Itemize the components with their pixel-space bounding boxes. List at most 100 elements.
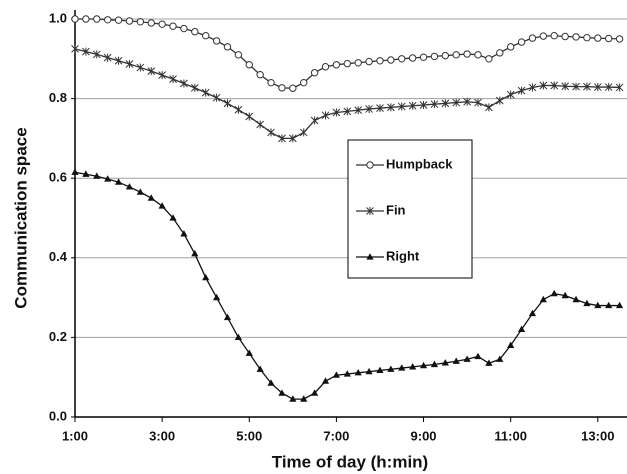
marker <box>615 83 624 92</box>
marker <box>366 253 374 260</box>
marker <box>201 88 210 97</box>
marker <box>354 59 362 67</box>
marker <box>572 295 580 303</box>
marker <box>517 86 526 95</box>
marker <box>430 52 439 61</box>
marker <box>256 120 265 129</box>
marker <box>593 83 602 92</box>
marker <box>191 250 199 257</box>
marker <box>169 75 177 84</box>
marker <box>321 377 330 384</box>
marker <box>71 168 79 175</box>
marker <box>310 69 319 77</box>
marker <box>365 367 373 375</box>
marker <box>321 111 330 120</box>
marker <box>452 98 461 107</box>
y-tick-label: 0.0 <box>49 408 67 423</box>
marker <box>550 289 558 297</box>
series-line <box>75 18 620 89</box>
marker <box>158 71 166 80</box>
marker <box>278 389 286 396</box>
marker <box>387 365 395 372</box>
marker <box>539 81 548 90</box>
marker <box>583 82 591 91</box>
marker <box>310 116 319 125</box>
marker <box>594 34 602 42</box>
marker <box>463 97 471 106</box>
marker <box>604 83 613 92</box>
marker <box>605 34 613 43</box>
marker <box>463 355 471 362</box>
marker <box>136 18 145 26</box>
marker <box>202 273 210 281</box>
marker <box>495 96 504 105</box>
marker <box>82 15 90 23</box>
marker <box>430 100 439 109</box>
marker <box>92 50 101 59</box>
marker <box>180 230 188 237</box>
y-tick-label: 1.0 <box>49 10 67 25</box>
marker <box>212 37 221 45</box>
marker <box>245 349 253 356</box>
marker <box>267 128 275 137</box>
marker <box>202 32 210 40</box>
marker <box>474 352 482 360</box>
marker <box>125 17 134 25</box>
x-tick-label: 9:00 <box>411 428 437 443</box>
marker <box>343 59 351 68</box>
marker <box>71 44 79 53</box>
marker <box>463 50 471 58</box>
marker <box>452 357 460 364</box>
marker <box>288 134 297 143</box>
marker <box>594 301 602 309</box>
marker <box>223 99 232 108</box>
marker <box>180 79 188 88</box>
marker <box>289 84 297 92</box>
x-tick-label: 13:00 <box>581 428 614 443</box>
marker <box>212 93 221 102</box>
marker <box>125 183 134 190</box>
marker <box>452 51 460 59</box>
marker <box>561 291 569 299</box>
marker <box>136 188 144 195</box>
marker <box>234 51 243 59</box>
marker <box>93 15 101 23</box>
legend-label: Right <box>386 248 420 263</box>
marker <box>114 16 123 24</box>
marker <box>300 395 308 402</box>
marker <box>376 366 384 374</box>
marker <box>354 369 362 376</box>
marker <box>212 293 221 301</box>
marker <box>103 53 112 62</box>
marker <box>583 299 591 307</box>
marker <box>299 128 308 137</box>
x-tick-label: 1:00 <box>62 428 88 443</box>
marker <box>539 295 547 303</box>
marker <box>245 112 254 121</box>
marker <box>408 101 417 110</box>
marker <box>103 16 112 24</box>
marker <box>93 172 101 179</box>
marker <box>398 55 406 63</box>
marker <box>474 98 482 107</box>
x-tick-label: 5:00 <box>236 428 262 443</box>
marker <box>528 83 537 92</box>
marker <box>572 33 580 41</box>
marker <box>191 28 199 36</box>
marker <box>387 103 395 112</box>
marker <box>550 81 559 90</box>
marker <box>366 207 374 215</box>
marker <box>506 90 515 99</box>
marker <box>267 379 275 386</box>
marker <box>409 363 417 370</box>
marker <box>550 32 558 40</box>
x-tick-label: 3:00 <box>149 428 175 443</box>
marker <box>311 389 319 396</box>
marker <box>376 104 384 113</box>
marker <box>441 99 450 108</box>
marker <box>256 365 264 372</box>
marker <box>365 104 373 113</box>
marker <box>300 78 308 87</box>
x-axis-label: Time of day (h:min) <box>272 452 428 471</box>
